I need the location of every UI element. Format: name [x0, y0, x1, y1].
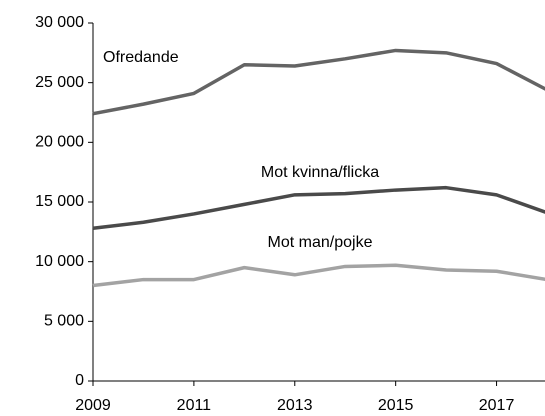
series-line [92, 48, 545, 116]
y-tick-label: 25 000 [35, 74, 84, 91]
y-tick-label: 0 [75, 372, 84, 389]
series-label: Mot man/pojke [268, 234, 373, 251]
series-label: Ofredande [103, 49, 179, 66]
y-tick-label: 15 000 [35, 193, 84, 210]
x-tick-label: 2013 [277, 397, 313, 414]
y-tick-label: 10 000 [35, 253, 84, 270]
x-tick-label: 2017 [479, 397, 515, 414]
x-tick-label: 2015 [378, 397, 414, 414]
x-tick-label: 2009 [75, 397, 111, 414]
series-line [92, 263, 545, 288]
y-tick-label: 30 000 [35, 14, 84, 31]
series-line [92, 185, 545, 230]
x-tick-label: 2011 [177, 397, 212, 414]
y-tick-label: 5 000 [44, 313, 84, 330]
y-tick-label: 20 000 [35, 134, 84, 151]
series-label: Mot kvinna/flicka [261, 164, 379, 181]
